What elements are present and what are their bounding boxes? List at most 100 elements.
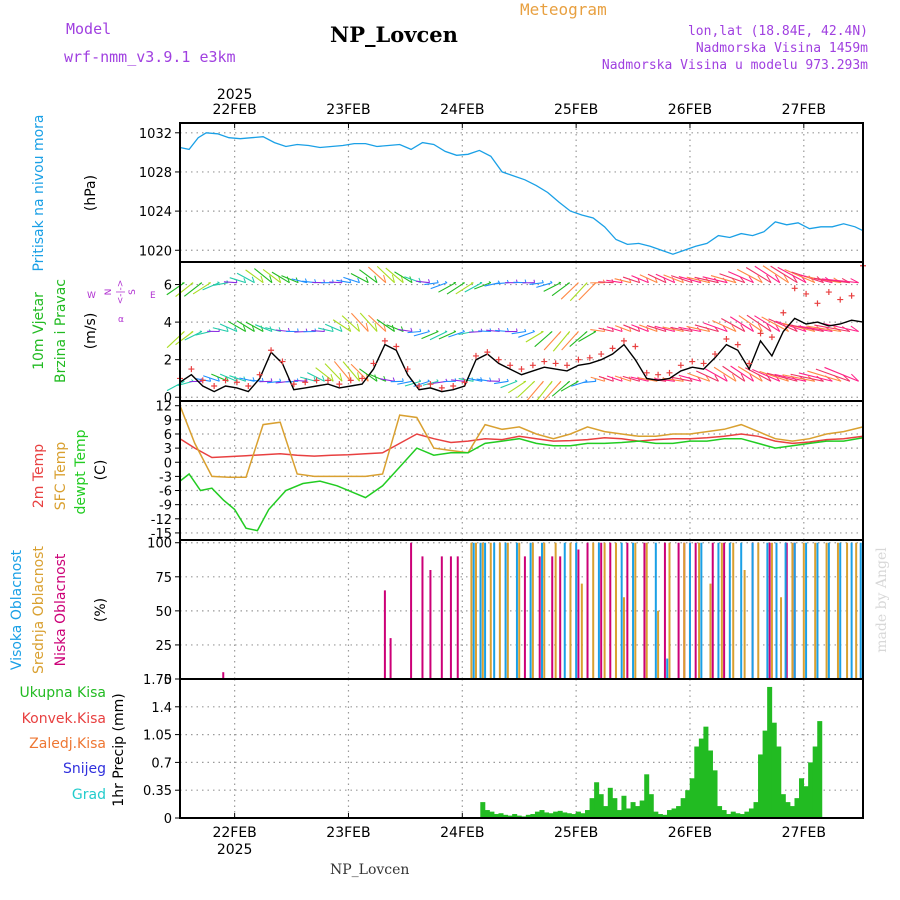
wind-gust-marker — [734, 341, 741, 348]
wind-barb — [782, 374, 815, 382]
wind-barb — [166, 331, 185, 349]
precip-bar — [575, 811, 581, 818]
wind-barb-head — [374, 374, 378, 382]
wind-gust-marker — [233, 379, 240, 386]
wind-barb-head — [516, 328, 518, 332]
wind-barb — [478, 330, 491, 333]
wind-barb — [766, 372, 798, 382]
wind-gust-marker — [302, 379, 309, 386]
wind-gust-marker — [552, 360, 559, 367]
wind-gust-marker — [279, 358, 286, 365]
wind-barb — [262, 269, 282, 284]
precip-bar — [516, 815, 522, 818]
wind-barb — [202, 282, 220, 291]
y-tick-label: 1032 — [139, 127, 172, 142]
precip-bar — [666, 810, 672, 818]
wind-barb — [582, 380, 596, 384]
wind-barb — [219, 373, 238, 382]
wind-barb-head — [731, 324, 737, 332]
precip-bar — [626, 808, 632, 818]
wind-barb — [332, 319, 352, 332]
wind-barb — [368, 314, 387, 332]
precip-bar — [539, 810, 545, 818]
wind-barb-head — [506, 328, 509, 332]
wind-barb — [219, 323, 238, 333]
wind-barb-head — [427, 329, 430, 332]
precip-axis-unit: 1hr Precip (mm) — [111, 693, 127, 806]
wind-barb — [686, 325, 710, 333]
wind-barb — [254, 268, 273, 284]
wind-gust-marker — [757, 330, 764, 337]
wind-barb — [341, 315, 360, 332]
wind-barb — [615, 325, 632, 333]
wind-barb — [590, 329, 605, 333]
wind-barb-head — [217, 281, 220, 284]
wind-barb — [386, 324, 404, 333]
wind-barb — [249, 379, 264, 382]
precip-bar — [789, 806, 795, 818]
wind-barb-head — [549, 331, 553, 334]
wind-gust-marker — [347, 377, 354, 384]
wind-gust-marker — [461, 379, 468, 386]
x-tick-label-top: 22FEB — [212, 102, 256, 118]
precip-bar — [503, 814, 509, 818]
wind-barb-head — [584, 331, 588, 334]
cloud-axis-name-high-group: Visoka Oblacnost — [9, 549, 25, 670]
precip-bar — [580, 813, 586, 818]
wind-gust-marker — [848, 292, 855, 299]
wind-gust-marker — [381, 337, 388, 344]
wind-barb-head — [850, 325, 859, 332]
x-tick-label-top: 23FEB — [326, 102, 370, 118]
wind-barb — [606, 326, 623, 333]
wind-barb — [324, 323, 343, 333]
wind-barb-head — [357, 277, 360, 283]
wind-barb — [614, 278, 632, 284]
precip-bar — [630, 802, 636, 818]
wind-barb — [728, 271, 754, 284]
wind-barb — [824, 366, 859, 382]
wind-barb — [307, 372, 325, 382]
wind-barb — [203, 375, 220, 382]
y-tick-label: 6 — [164, 279, 172, 294]
precip-bar — [694, 746, 700, 818]
wind-barb — [281, 275, 299, 284]
precip-bar — [657, 814, 663, 818]
wind-barb-head — [740, 373, 746, 382]
wind-barb — [525, 331, 544, 343]
wind-barb-head — [279, 378, 282, 382]
precip-bar — [730, 811, 736, 818]
y-tick-label: 0 — [164, 391, 172, 406]
wind-barb — [761, 316, 789, 332]
wind-barb — [236, 320, 255, 332]
wind-barb — [614, 375, 632, 382]
wind-barb-head — [739, 276, 746, 283]
precip-bar — [566, 813, 572, 818]
precip-bar — [644, 774, 650, 818]
wind-barb-head — [851, 373, 859, 382]
wind-barb — [762, 265, 789, 284]
wind-barb-head — [199, 282, 203, 285]
wind-compass-legend: <-|-> — [116, 280, 126, 305]
wind-barb — [438, 330, 457, 340]
wind-barb-head — [749, 373, 754, 382]
wind-barb-head — [740, 324, 746, 332]
precip-axis-unit-group: 1hr Precip (mm) — [111, 693, 127, 806]
wind-axis-unit: (m/s) — [83, 313, 99, 350]
wind-barb — [631, 324, 649, 333]
y-tick-label: 3 — [164, 442, 172, 457]
precip-bar — [585, 810, 591, 818]
wind-barb-head — [766, 323, 772, 332]
wind-gust-marker — [666, 369, 673, 376]
wind-barb — [175, 331, 194, 346]
precip-bar — [808, 762, 814, 818]
page-title: NP_Lovcen — [330, 22, 458, 47]
wind-barb-head — [191, 379, 194, 382]
y-tick-label: 1.4 — [151, 701, 172, 716]
wind-gust-marker — [370, 360, 377, 367]
y-tick-label: 1.05 — [143, 729, 172, 744]
wind-barb-head — [705, 375, 711, 382]
wind-barb — [821, 278, 859, 284]
wind-barb-head — [567, 380, 570, 384]
wind-barb-head — [297, 328, 299, 332]
wind-barb-head — [714, 374, 719, 382]
